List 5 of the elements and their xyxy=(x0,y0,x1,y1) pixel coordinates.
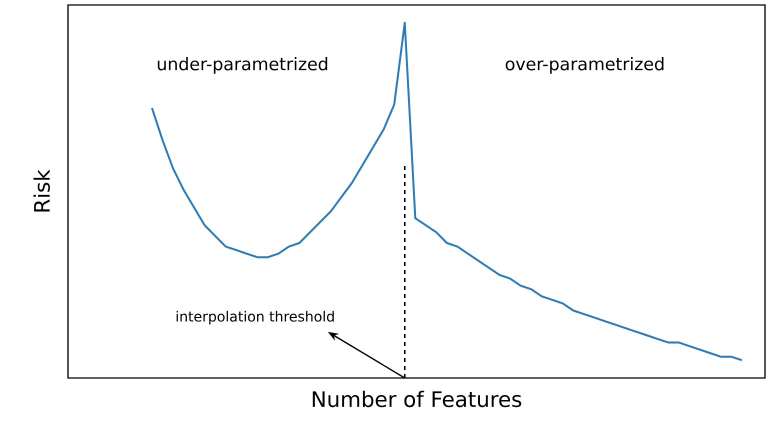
annotation: under-parametrized xyxy=(158,57,328,74)
annotation: interpolation threshold xyxy=(176,310,334,324)
annotation: over-parametrized xyxy=(506,57,664,74)
x-axis-title: Number of Features xyxy=(312,390,522,408)
y-axis-title: Risk xyxy=(33,169,50,212)
